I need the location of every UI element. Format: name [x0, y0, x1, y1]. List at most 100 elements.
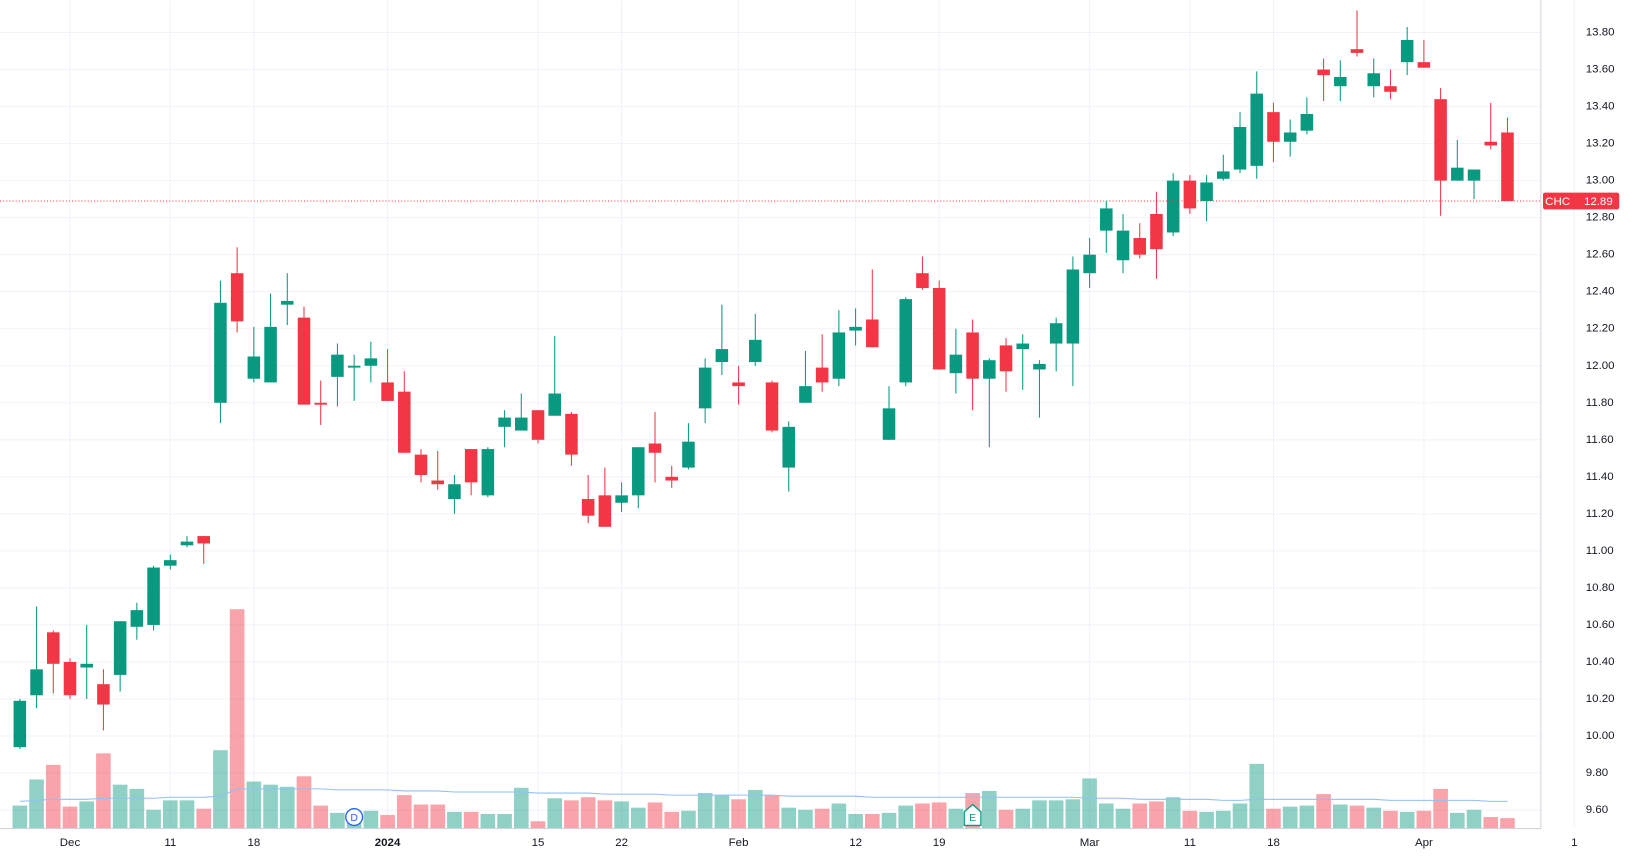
- volume-bar: [12, 805, 28, 829]
- y-tick-label: 11.20: [1586, 508, 1614, 520]
- candle-body: [364, 358, 378, 366]
- last-price-label: 12.89: [1584, 196, 1613, 208]
- candle-body: [1384, 86, 1397, 92]
- volume-bar: [564, 800, 579, 829]
- y-tick-label: 11.40: [1586, 471, 1614, 483]
- candle-body: [247, 356, 261, 379]
- candle-body: [1451, 167, 1464, 181]
- volume-bar: [714, 795, 730, 829]
- volume-bar: [1416, 810, 1432, 829]
- candle-body: [1434, 99, 1447, 181]
- y-tick-label: 12.20: [1586, 323, 1615, 335]
- volume-bar: [1098, 803, 1114, 829]
- volume-bar: [263, 784, 278, 829]
- candle-body: [97, 684, 110, 705]
- volume-bar: [112, 784, 128, 829]
- volume-bar: [146, 809, 161, 829]
- event-marker: [963, 803, 982, 827]
- volume-bar: [848, 813, 863, 829]
- volume-bar: [1065, 799, 1081, 829]
- volume-bar: [129, 788, 145, 829]
- volume-bar: [246, 781, 262, 829]
- volume-bar: [1349, 805, 1365, 829]
- volume-bar: [664, 811, 680, 829]
- candle-body: [1467, 169, 1481, 181]
- volume-bar: [229, 609, 245, 829]
- candle-body: [381, 382, 394, 401]
- candle-body: [13, 700, 27, 748]
- y-tick-label: 10.40: [1586, 656, 1615, 668]
- volume-bar: [413, 804, 429, 829]
- volume-bar: [363, 810, 379, 829]
- candle-body: [130, 610, 144, 627]
- volume-bar: [1282, 806, 1298, 829]
- volume-bar: [731, 799, 746, 829]
- volume-bar: [396, 795, 412, 829]
- candle-body: [80, 663, 93, 668]
- volume-bar: [1032, 800, 1047, 829]
- candle-body: [214, 302, 227, 403]
- candle-body: [832, 332, 846, 379]
- candle-body: [581, 499, 595, 516]
- volume-bar: [1366, 807, 1382, 829]
- candle-body: [715, 349, 729, 363]
- candle-body: [1350, 49, 1364, 53]
- candle-body: [1133, 238, 1147, 255]
- x-tick-label: 18: [1267, 837, 1280, 849]
- volume-bar: [1500, 818, 1515, 829]
- y-tick-label: 11.80: [1586, 397, 1614, 409]
- candle-body: [30, 669, 43, 696]
- y-tick-label: 13.40: [1586, 101, 1615, 113]
- volume-bar: [430, 804, 446, 829]
- candle-body: [1317, 69, 1330, 76]
- candles: [13, 10, 1514, 749]
- candle-body: [632, 447, 645, 496]
- y-tick-label: 10.80: [1586, 582, 1615, 594]
- x-tick-label: 2024: [375, 837, 401, 849]
- candle-body: [815, 367, 829, 383]
- volume-bar: [1383, 810, 1398, 829]
- candle-body: [665, 476, 678, 481]
- candle-body: [180, 541, 194, 546]
- candle-body: [999, 345, 1013, 372]
- volume-bar: [1215, 810, 1231, 829]
- volume-bar: [62, 806, 78, 829]
- candle-body: [899, 299, 912, 383]
- volume-bar: [697, 793, 713, 829]
- volume-bar: [196, 808, 212, 829]
- volume-bar: [179, 800, 195, 829]
- candle-body: [598, 495, 612, 527]
- candle-body: [281, 300, 294, 305]
- volume-bar: [881, 812, 897, 829]
- candle-body: [548, 393, 561, 416]
- volume-bar: [614, 801, 629, 829]
- volume-bar: [647, 802, 663, 829]
- y-tick-label: 13.80: [1586, 27, 1615, 39]
- y-tick-label: 12.00: [1586, 360, 1615, 372]
- y-tick-label: 9.80: [1586, 767, 1608, 779]
- candle-body: [1166, 180, 1180, 233]
- volume-bar: [1466, 809, 1482, 829]
- volume-bar: [213, 750, 228, 829]
- candle-body: [1049, 323, 1063, 344]
- event-marker: [345, 808, 364, 827]
- candle-body: [983, 360, 996, 379]
- y-tick-label: 13.20: [1586, 138, 1615, 150]
- volume-bar: [681, 810, 696, 829]
- candle-body: [1300, 113, 1314, 131]
- candle-body: [1016, 343, 1030, 350]
- volume-bar: [313, 805, 329, 829]
- volume-bar: [530, 821, 546, 829]
- volume-bar: [998, 809, 1014, 829]
- volume-bar: [1132, 803, 1148, 829]
- candle-body: [414, 454, 428, 475]
- volume-bar: [1399, 811, 1415, 829]
- volume-bar: [296, 776, 312, 829]
- volume-bar: [1165, 797, 1181, 829]
- candle-body: [1250, 93, 1264, 166]
- volume-bar: [380, 814, 395, 829]
- candle-body: [531, 410, 545, 440]
- event-label: E: [969, 813, 976, 824]
